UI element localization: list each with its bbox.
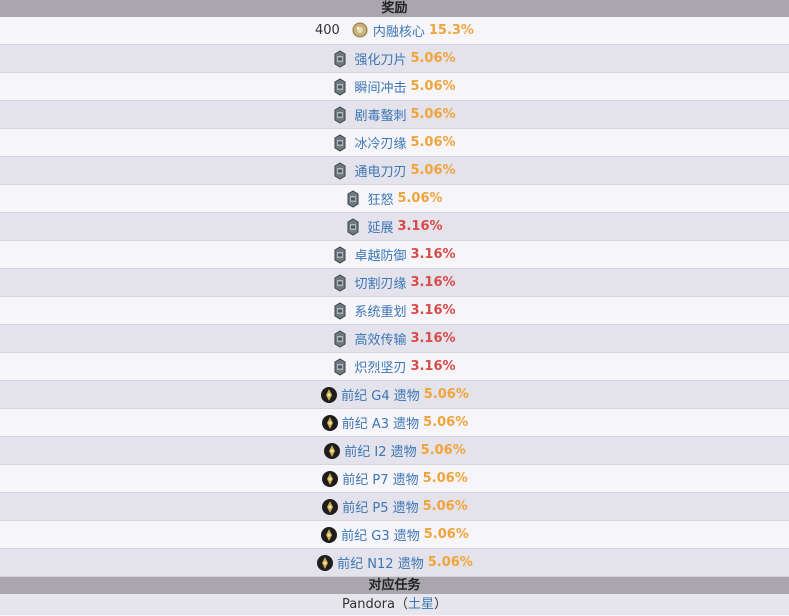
mission-close-paren: ） — [434, 597, 448, 612]
drop-chance: 5.06% — [423, 387, 469, 402]
drop-chance: 5.06% — [423, 527, 469, 542]
drop-chance: 5.06% — [410, 107, 456, 122]
drop-chance: 5.06% — [422, 499, 468, 514]
mod-icon — [333, 77, 349, 96]
mission-planet-link[interactable]: 土星 — [407, 597, 434, 612]
reward-name-link[interactable]: 冰冷刃缘 — [354, 137, 407, 152]
reward-row-relic: 前纪 N12 遗物 5.06% — [0, 549, 789, 577]
drop-chance: 5.06% — [427, 555, 473, 570]
reward-row-mod: 冰冷刃缘 5.06% — [0, 129, 789, 157]
mod-icon — [346, 189, 362, 208]
mod-icon — [333, 49, 349, 68]
drop-chance: 3.16% — [410, 275, 456, 290]
mod-icon — [333, 273, 349, 292]
reward-row-mod: 切割刃缘 3.16% — [0, 269, 789, 297]
relic-icon — [321, 470, 339, 488]
drop-chance: 3.16% — [410, 247, 456, 262]
reward-name-link[interactable]: 前纪 P5 遗物 — [342, 501, 419, 516]
relic-icon — [323, 442, 341, 460]
reward-row-relic: 前纪 P7 遗物 5.06% — [0, 465, 789, 493]
reward-name-link[interactable]: 前纪 G4 遗物 — [341, 389, 420, 404]
mod-icon — [333, 245, 349, 264]
mod-icon — [333, 161, 349, 180]
drop-chance: 5.06% — [423, 415, 469, 430]
rewards-table: 400 内融核心 15.3% 强化刀片 5.06% 瞬间冲击 5.06% 剧毒螯刺 5.06% 冰… — [0, 17, 789, 577]
mod-icon — [333, 105, 349, 124]
reward-row-mod: 强化刀片 5.06% — [0, 45, 789, 73]
relic-icon — [321, 498, 339, 516]
mod-icon — [333, 357, 349, 376]
drop-chance: 3.16% — [410, 331, 456, 346]
reward-row-core: 400 内融核心 15.3% — [0, 17, 789, 45]
mission-open-paren: （ — [394, 597, 408, 612]
rewards-header: 奖励 — [0, 0, 789, 17]
relic-icon — [320, 386, 338, 404]
reward-name-link[interactable]: 瞬间冲击 — [354, 81, 407, 96]
reward-name-link[interactable]: 强化刀片 — [354, 53, 407, 68]
relic-icon — [316, 554, 334, 572]
reward-name-link[interactable]: 系统重划 — [354, 305, 407, 320]
drop-chance: 5.06% — [410, 51, 456, 66]
reward-row-mod: 通电刀刃 5.06% — [0, 157, 789, 185]
reward-row-mod: 炽烈坚刃 3.16% — [0, 353, 789, 381]
mod-icon — [333, 133, 349, 152]
reward-row-mod: 卓越防御 3.16% — [0, 241, 789, 269]
reward-name-link[interactable]: 卓越防御 — [354, 249, 407, 264]
reward-name-link[interactable]: 前纪 N12 遗物 — [337, 557, 424, 572]
mod-icon — [333, 329, 349, 348]
relic-icon — [321, 414, 338, 432]
reward-name-link[interactable]: 通电刀刃 — [354, 165, 407, 180]
reward-row-mod: 狂怒 5.06% — [0, 185, 789, 213]
drop-chance: 5.06% — [397, 191, 443, 206]
reward-row-mod: 高效传输 3.16% — [0, 325, 789, 353]
fusion-core-icon — [352, 22, 368, 40]
reward-row-mod: 剧毒螯刺 5.06% — [0, 101, 789, 129]
reward-name-link[interactable]: 剧毒螯刺 — [354, 109, 407, 124]
reward-name-link[interactable]: 切割刃缘 — [354, 277, 407, 292]
drop-chance: 3.16% — [410, 303, 456, 318]
drop-chance: 5.06% — [410, 79, 456, 94]
reward-row-relic: 前纪 A3 遗物 5.06% — [0, 409, 789, 437]
drop-chance: 3.16% — [397, 219, 443, 234]
reward-name-link[interactable]: 前纪 A3 遗物 — [341, 417, 420, 432]
reward-row-relic: 前纪 P5 遗物 5.06% — [0, 493, 789, 521]
reward-name-link[interactable]: 前纪 P7 遗物 — [342, 473, 419, 488]
drop-chance: 5.06% — [410, 163, 456, 178]
drop-chance: 5.06% — [420, 443, 466, 458]
mod-icon — [346, 217, 362, 236]
drop-chance: 5.06% — [410, 135, 456, 150]
reward-name-link[interactable]: 延展 — [367, 221, 394, 236]
reward-name-link[interactable]: 前纪 G3 遗物 — [341, 529, 420, 544]
drop-chance: 15.3% — [428, 23, 474, 38]
reward-name-link[interactable]: 高效传输 — [354, 333, 407, 348]
drop-chance: 5.06% — [422, 471, 468, 486]
reward-name-link[interactable]: 狂怒 — [367, 193, 394, 208]
reward-row-mod: 瞬间冲击 5.06% — [0, 73, 789, 101]
mission-node: Pandora — [341, 597, 395, 612]
reward-row-relic: 前纪 I2 遗物 5.06% — [0, 437, 789, 465]
reward-row-mod: 系统重划 3.16% — [0, 297, 789, 325]
mission-row: Pandora（土星） — [0, 594, 789, 615]
reward-quantity: 400 — [315, 23, 340, 38]
reward-name-link[interactable]: 前纪 I2 遗物 — [344, 445, 417, 460]
reward-row-relic: 前纪 G3 遗物 5.06% — [0, 521, 789, 549]
reward-row-mod: 延展 3.16% — [0, 213, 789, 241]
drop-chance: 3.16% — [410, 359, 456, 374]
mission-header: 对应任务 — [0, 577, 789, 594]
reward-name-link[interactable]: 炽烈坚刃 — [354, 361, 407, 376]
reward-row-relic: 前纪 G4 遗物 5.06% — [0, 381, 789, 409]
relic-icon — [320, 526, 338, 544]
mod-icon — [333, 301, 349, 320]
reward-name-link[interactable]: 内融核心 — [372, 25, 425, 40]
